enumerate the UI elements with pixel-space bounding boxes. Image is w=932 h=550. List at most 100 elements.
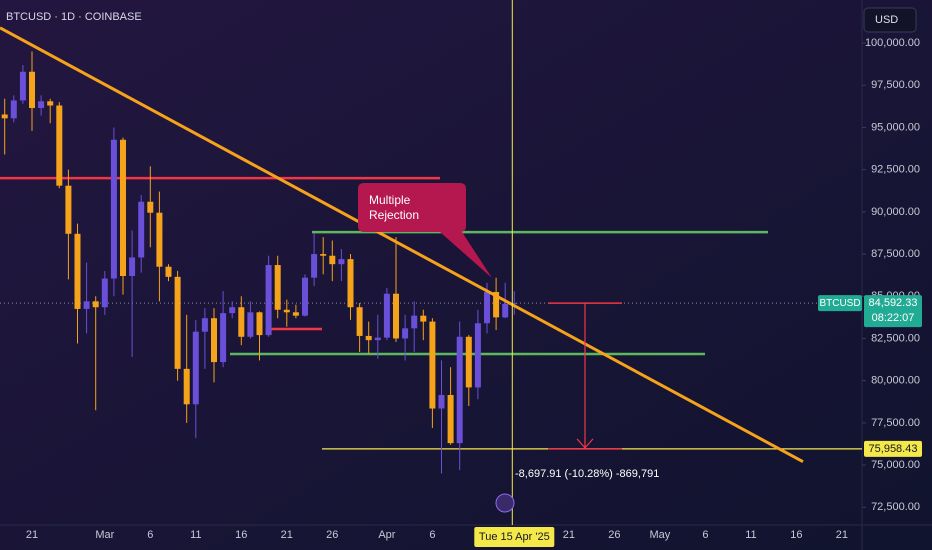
last-price-box (864, 295, 922, 328)
y-tick-label: 95,000.00 (871, 121, 920, 133)
y-tick-label: 100,000.00 (865, 37, 920, 49)
y-tick-label: 92,500.00 (871, 164, 920, 176)
candle-body (10, 100, 17, 119)
measure-arrow-head (576, 438, 594, 449)
y-tick-label: 77,500.00 (871, 417, 920, 429)
target-box (864, 440, 922, 457)
candle-body (456, 336, 463, 444)
candle-body (156, 212, 163, 267)
candle-body (174, 276, 181, 369)
candle-body (220, 313, 227, 363)
y-tick-label: 82,500.00 (871, 332, 920, 344)
candle-body (192, 331, 199, 405)
trend-line (0, 26, 804, 464)
candle-body (74, 233, 81, 309)
candle-body (311, 254, 318, 278)
candle-body (292, 312, 299, 316)
candle-body (393, 293, 399, 339)
currency-button[interactable] (863, 7, 917, 33)
candle-body (229, 307, 236, 314)
candle-body (183, 368, 190, 405)
y-tick-label: 72,500.00 (871, 501, 920, 513)
y-tick-label: 87,500.00 (871, 248, 920, 260)
candle-body (65, 185, 72, 234)
candle-body (265, 265, 272, 336)
symbol-box (818, 295, 862, 312)
x-tick-label: 26 (608, 529, 620, 541)
x-tick-label: 6 (429, 529, 435, 541)
crosshair-date-label: Tue 15 Apr '25 (479, 531, 550, 543)
candle-body (238, 307, 245, 337)
candle-body (484, 292, 490, 324)
candle-body (383, 293, 390, 338)
candle-body (411, 315, 418, 329)
y-tick-label: 75,000.00 (871, 459, 920, 471)
candle-body (374, 337, 381, 341)
crosshair-date-box (474, 527, 555, 547)
x-tick-label: 21 (563, 529, 575, 541)
x-tick-label: 21 (836, 529, 848, 541)
x-tick-label: 6 (702, 529, 708, 541)
y-tick-label: 80,000.00 (871, 375, 920, 387)
candle-body (347, 259, 354, 308)
annotation-text: Multiple (369, 193, 411, 207)
y-tick-label: 97,500.00 (871, 79, 920, 91)
candle-body (147, 201, 154, 213)
currency-label[interactable]: USD (875, 14, 898, 26)
candle-body (356, 307, 363, 336)
candle-body (402, 328, 409, 339)
candle-body (438, 395, 445, 409)
last-price-label: 84,592.33 (869, 297, 918, 309)
candle-body (511, 303, 518, 305)
x-tick-label: May (650, 529, 671, 541)
candle-body (47, 101, 54, 106)
candle-body (201, 318, 208, 332)
candle-body (302, 277, 308, 316)
candle-body (474, 323, 481, 388)
annotation-box (358, 183, 492, 278)
candle-body (29, 71, 35, 109)
candle-body (256, 312, 263, 336)
candle-body (110, 139, 117, 279)
x-tick-label: 21 (281, 529, 293, 541)
candle-body (365, 335, 372, 341)
chart-title: BTCUSD · 1D · COINBASE (6, 11, 142, 23)
candle-body (320, 254, 327, 256)
candle-body (465, 336, 472, 388)
x-tick-label: 16 (235, 529, 247, 541)
candle-body (165, 266, 172, 277)
candle-body (247, 312, 254, 337)
x-tick-label: 11 (190, 529, 201, 541)
x-tick-label: 6 (147, 529, 153, 541)
x-tick-label: 16 (790, 529, 802, 541)
candle-body (329, 255, 336, 265)
candle-body (420, 315, 427, 322)
candle-body (493, 292, 500, 318)
candle-body (138, 201, 145, 258)
candle-body (429, 321, 436, 409)
x-tick-label: Apr (378, 529, 395, 541)
y-tick-label: 90,000.00 (871, 206, 920, 218)
candle-body (129, 257, 136, 277)
candle-body (38, 101, 45, 109)
x-tick-label: 26 (326, 529, 338, 541)
candle-body (120, 139, 126, 277)
candle-body (502, 303, 509, 318)
symbol-label: BTCUSD (819, 298, 860, 309)
x-tick-label: 21 (26, 529, 38, 541)
candle-body (101, 278, 108, 308)
target-label: 75,958.43 (869, 443, 918, 455)
candle-body (338, 259, 345, 265)
candle-body (92, 301, 99, 308)
countdown-label: 08:22:07 (872, 312, 915, 324)
annotation-text: Rejection (369, 208, 419, 222)
candle-body (274, 265, 281, 310)
candle-body (1, 114, 8, 119)
measure-label: -8,697.91 (-10.28%) -869,791 (515, 468, 659, 480)
candle-body (447, 395, 454, 444)
candle-body (83, 301, 90, 309)
candle-body (283, 309, 290, 313)
